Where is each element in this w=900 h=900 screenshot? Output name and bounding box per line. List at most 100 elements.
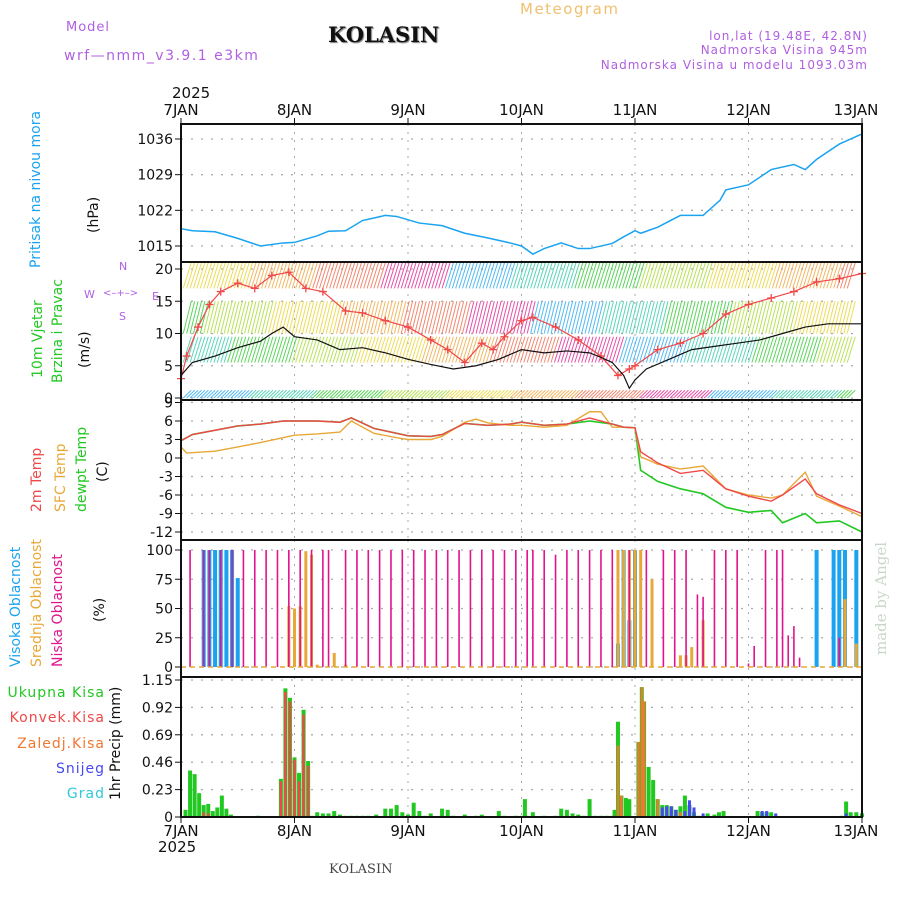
- wind-barb-arrow: [639, 301, 649, 334]
- wind-barb-arrow: [312, 301, 322, 334]
- wind-barb-arrow: [642, 301, 652, 334]
- wind-barb-arrow: [203, 336, 213, 363]
- wind-barb-arrow: [768, 262, 778, 289]
- precip-bar-3: [687, 800, 691, 817]
- wind-barb-arrow: [758, 389, 768, 399]
- bottom-year-label: 2025: [158, 838, 197, 856]
- wind-barb-arrow: [468, 336, 478, 363]
- precip-bar-1: [288, 701, 292, 817]
- precip-bar-2: [640, 687, 644, 817]
- wind-gust-marker: [216, 287, 225, 296]
- precip-bar-3: [701, 813, 705, 817]
- wind-barb-arrow: [625, 389, 635, 399]
- wind-barb-arrow: [223, 262, 233, 289]
- wind-barb-arrow: [601, 301, 611, 334]
- wind-barb-arrow: [203, 389, 213, 399]
- wind-barb-arrow: [632, 389, 642, 399]
- wind-barb-arrow: [540, 336, 550, 363]
- wind-gust-marker: [835, 274, 844, 283]
- cloud-bar-2: [725, 550, 727, 667]
- wind-barb-arrow: [676, 301, 686, 334]
- precip-bar-0: [428, 813, 433, 817]
- wind-barb-arrow: [584, 262, 594, 289]
- wind-gust-marker: [812, 277, 821, 286]
- wind-barb-arrow: [383, 336, 393, 363]
- cloud-bar-2: [219, 550, 222, 667]
- cloud-bar-1: [616, 550, 620, 667]
- wind-barb-arrow: [308, 262, 318, 289]
- wind-barb-arrow: [216, 262, 226, 289]
- wind-barb-arrow: [257, 336, 267, 363]
- y-tick-label-wind: 0: [164, 391, 173, 407]
- wind-barb-arrow: [203, 301, 213, 334]
- wind-barb-arrow: [700, 301, 710, 334]
- wind-barb-arrow: [523, 301, 533, 334]
- precip-bar-0: [844, 801, 849, 817]
- legend-frz-rain: Zaledj.Kisa: [17, 736, 105, 752]
- cloud-bar-0: [213, 550, 218, 667]
- wind-gust-marker: [625, 364, 634, 373]
- wind-barb-arrow: [720, 389, 730, 399]
- wind-barb-arrow: [465, 262, 475, 289]
- wind-barb-arrow: [274, 262, 284, 289]
- wind-barb-arrow: [411, 389, 420, 399]
- wind-barb-arrow: [295, 336, 305, 363]
- wind-barb-arrow: [635, 389, 645, 399]
- precip-bar-1: [302, 714, 305, 817]
- wind-barb-arrow: [765, 301, 775, 334]
- wind-barb-arrow: [819, 301, 829, 334]
- wind-barb-arrow: [734, 262, 744, 289]
- y-tick-label-wind: 5: [164, 359, 173, 375]
- wind-barb-arrow: [839, 262, 849, 289]
- wind-barb-arrow: [669, 389, 679, 399]
- wind-barb-arrow: [496, 262, 506, 289]
- wind-barb-arrow: [513, 262, 523, 289]
- wind-barb-arrow: [325, 262, 335, 289]
- wind-barb-arrow: [547, 336, 557, 363]
- wind-barb-arrow: [676, 389, 686, 399]
- wind-barb-arrow: [186, 336, 196, 363]
- y-tick-label-precipitation: 0.23: [142, 783, 173, 799]
- wind-barb-arrow: [427, 336, 437, 363]
- wind-barb-arrow: [186, 262, 196, 289]
- cloud-bar-2: [458, 550, 460, 667]
- wind-barb-arrow: [656, 389, 665, 399]
- precip-bar-0: [383, 808, 388, 817]
- x-tick-label-top: 10JAN: [499, 101, 544, 119]
- wind-barb-arrow: [301, 301, 311, 334]
- wind-barb-arrow: [812, 301, 822, 334]
- wind-barb-arrow: [594, 336, 604, 363]
- wind-barb-arrow: [625, 336, 635, 363]
- precip-bar-3: [665, 806, 669, 817]
- precip-bar-0: [400, 812, 405, 817]
- wind-barb-arrow: [758, 262, 768, 289]
- wind-barb-arrow: [560, 301, 570, 334]
- wind-barb-arrow: [332, 389, 342, 399]
- cloud-bar-1: [315, 664, 319, 667]
- y-tick-label-temperature: 3: [164, 433, 173, 449]
- wind-barb-arrow: [608, 301, 618, 334]
- wind-barb-arrow: [816, 301, 826, 334]
- temp2m-line: [180, 417, 863, 515]
- wind-barb-arrow: [250, 336, 260, 363]
- wind-barb-arrow: [557, 336, 567, 363]
- wind-barb-arrow: [441, 389, 451, 399]
- precip-bar-2: [616, 745, 620, 817]
- wind-barb-arrow: [679, 262, 689, 289]
- cloud-bar-2: [469, 550, 472, 667]
- wind-barb-arrow: [318, 262, 328, 289]
- wind-barb-arrow: [533, 389, 543, 399]
- wind-barb-arrow: [223, 336, 233, 363]
- wind-barb-arrow: [765, 262, 775, 289]
- wind-barb-arrow: [417, 262, 427, 289]
- wind-barb-arrow: [233, 301, 243, 334]
- wind-barb-arrow: [696, 301, 706, 334]
- cloud-bar-2: [787, 635, 790, 667]
- cloud-bar-1: [650, 579, 654, 667]
- wind-barb-arrow: [410, 262, 420, 289]
- wind-barb-arrow: [608, 336, 618, 363]
- precip-bar-0: [417, 811, 422, 817]
- wind-barb-arrow: [724, 336, 734, 363]
- wind-barb-arrow: [703, 336, 713, 363]
- wind-barb-arrow: [615, 301, 625, 334]
